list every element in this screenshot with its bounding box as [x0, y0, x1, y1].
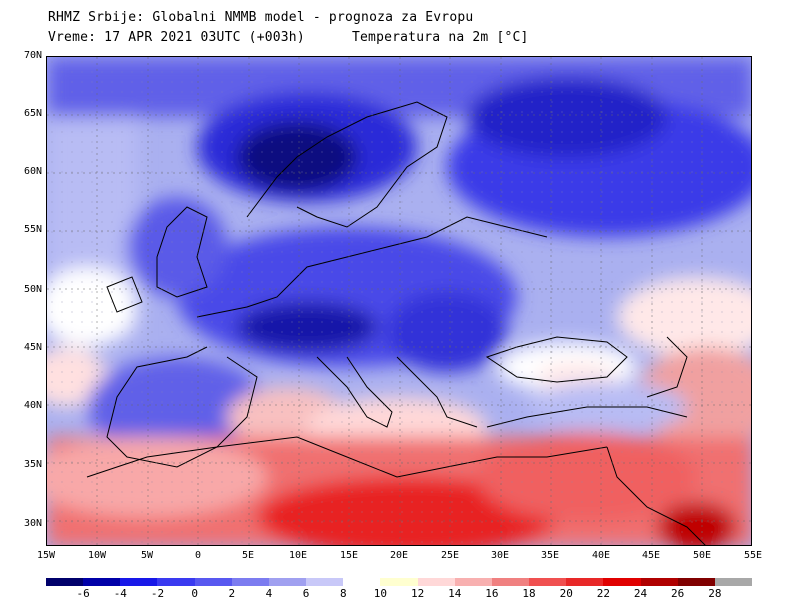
color-swatch [380, 578, 418, 586]
lat-label: 40N [23, 400, 42, 411]
lon-label: 5W [140, 550, 154, 561]
color-swatch [454, 578, 492, 586]
lon-label: 0 [194, 550, 202, 561]
color-swatch [714, 578, 752, 586]
color-scale-label: 10 [373, 587, 388, 600]
map-field [47, 57, 751, 545]
color-scale-label: 20 [559, 587, 573, 600]
color-scale-label: 4 [265, 587, 273, 600]
color-swatch [417, 578, 455, 586]
lon-label: 5E [241, 550, 255, 561]
lon-label: 15E [339, 550, 359, 561]
map-title: RHMZ Srbije: Globalni NMMB model - progn… [48, 10, 474, 25]
color-swatch [491, 578, 530, 586]
color-scale-label: -6 [76, 587, 90, 600]
color-scale-label: 8 [339, 587, 347, 600]
lon-label: 55E [743, 550, 763, 561]
lat-label: 70N [23, 50, 42, 61]
color-scale-label: 24 [633, 587, 648, 600]
color-scale-bar [46, 578, 756, 586]
color-scale-label: 28 [708, 587, 722, 600]
color-swatch [46, 578, 84, 586]
color-swatch [529, 578, 567, 586]
color-swatch [194, 578, 232, 586]
lon-label: 30E [490, 550, 510, 561]
lat-label: 60N [23, 166, 42, 177]
lat-label: 35N [23, 459, 42, 470]
color-scale-label: 16 [485, 587, 499, 600]
color-swatch [268, 578, 307, 586]
color-swatch [83, 578, 121, 586]
lon-label: 10E [288, 550, 308, 561]
color-scale-label: 26 [671, 587, 685, 600]
lon-label: 35E [540, 550, 560, 561]
color-swatch [231, 578, 269, 586]
lat-lon-grid [47, 57, 751, 545]
color-scale-label: -4 [113, 587, 127, 600]
color-swatch [343, 578, 381, 586]
forecast-time: Vreme: 17 APR 2021 03UTC (+003h) [48, 30, 305, 45]
lat-label: 50N [23, 284, 42, 295]
color-scale-label: 14 [448, 587, 462, 600]
lon-label: 25E [440, 550, 460, 561]
lon-label: 40E [591, 550, 611, 561]
lon-label: 10W [87, 550, 107, 561]
variable-label: Temperatura na 2m [°C] [352, 30, 529, 45]
color-scale-label: 0 [191, 587, 198, 600]
color-scale-label: -2 [150, 587, 165, 600]
lat-label: 30N [23, 518, 42, 529]
color-scale-label: 2 [228, 587, 236, 600]
temperature-map [46, 56, 752, 546]
lon-label: 20E [389, 550, 409, 561]
color-scale-label: 12 [410, 587, 425, 600]
lon-label: 15W [36, 550, 56, 561]
color-scale-label: 18 [522, 587, 536, 600]
color-scale-label: 22 [596, 587, 610, 600]
lon-label: 45E [641, 550, 661, 561]
color-swatch [306, 578, 344, 586]
color-swatch [603, 578, 641, 586]
color-swatch [566, 578, 604, 586]
lat-label: 65N [23, 108, 42, 119]
lat-label: 55N [23, 224, 42, 235]
lon-label: 50E [692, 550, 712, 561]
color-swatch [677, 578, 715, 586]
color-scale-label: 6 [302, 587, 310, 600]
lat-label: 45N [23, 342, 42, 353]
color-swatch [157, 578, 195, 586]
coastlines [86, 101, 706, 545]
color-swatch [120, 578, 158, 586]
color-swatch [640, 578, 678, 586]
